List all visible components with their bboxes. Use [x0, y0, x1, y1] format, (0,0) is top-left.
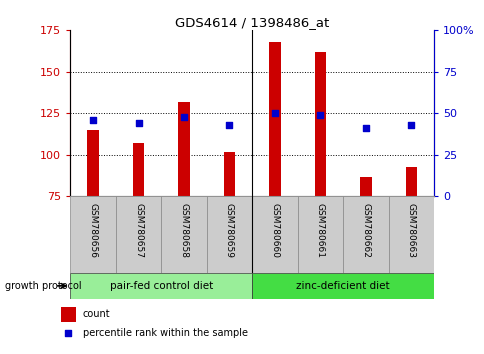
Text: pair-fed control diet: pair-fed control diet: [109, 281, 212, 291]
Text: GSM780657: GSM780657: [134, 202, 143, 258]
Bar: [405, 166, 416, 196]
Bar: [342, 196, 388, 273]
Bar: [314, 52, 325, 196]
Bar: [70, 196, 116, 273]
Bar: [116, 196, 161, 273]
Bar: [70, 273, 252, 299]
Text: GSM780661: GSM780661: [315, 202, 324, 258]
Point: [89, 117, 97, 123]
Bar: [60, 307, 76, 322]
Bar: [388, 196, 433, 273]
Text: GSM780660: GSM780660: [270, 202, 279, 258]
Text: count: count: [82, 309, 110, 319]
Bar: [133, 143, 144, 196]
Point: [407, 122, 414, 128]
Bar: [223, 152, 235, 196]
Point: [225, 122, 233, 128]
Text: percentile rank within the sample: percentile rank within the sample: [82, 329, 247, 338]
Bar: [87, 130, 99, 196]
Point: [64, 331, 72, 336]
Title: GDS4614 / 1398486_at: GDS4614 / 1398486_at: [175, 16, 329, 29]
Text: GSM780659: GSM780659: [225, 202, 233, 258]
Point: [316, 112, 324, 118]
Bar: [161, 196, 206, 273]
Text: GSM780663: GSM780663: [406, 202, 415, 258]
Bar: [269, 42, 280, 196]
Text: GSM780662: GSM780662: [361, 202, 370, 257]
Point: [361, 125, 369, 131]
Text: GSM780658: GSM780658: [179, 202, 188, 258]
Bar: [252, 273, 433, 299]
Text: zinc-deficient diet: zinc-deficient diet: [296, 281, 389, 291]
Bar: [252, 196, 297, 273]
Bar: [206, 196, 252, 273]
Point: [180, 114, 187, 119]
Point: [135, 120, 142, 126]
Text: GSM780656: GSM780656: [89, 202, 97, 258]
Bar: [360, 177, 371, 196]
Bar: [178, 102, 189, 196]
Bar: [297, 196, 342, 273]
Text: growth protocol: growth protocol: [5, 281, 81, 291]
Point: [271, 110, 278, 116]
